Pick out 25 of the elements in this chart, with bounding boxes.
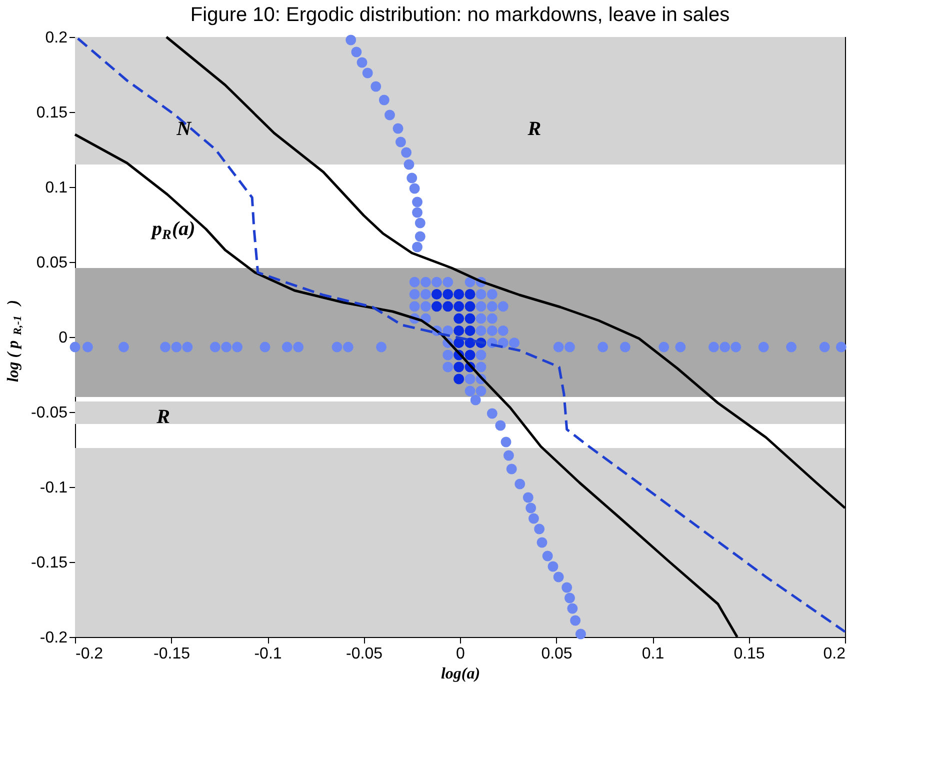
chart-title: Figure 10: Ergodic distribution: no markdowns, leave in sales xyxy=(190,4,730,26)
annotation: R xyxy=(156,406,170,428)
y-tick-label: 0 xyxy=(58,330,68,346)
x-axis-title: log(a) xyxy=(440,666,480,682)
y-tick-label: 0.2 xyxy=(45,30,68,46)
x-tick-label: 0.2 xyxy=(823,646,846,662)
y-tick-label: -0.05 xyxy=(31,404,68,422)
y-tick-label: -0.15 xyxy=(31,554,68,572)
y-tick-label: 0.15 xyxy=(36,104,68,122)
y-tick-label: -0.2 xyxy=(40,630,68,646)
x-tick-label: 0.15 xyxy=(734,646,765,662)
x-tick-label: -0.2 xyxy=(76,646,104,662)
annotation: R xyxy=(526,118,542,140)
line-series xyxy=(74,133,738,638)
annotation: N xyxy=(176,118,193,140)
x-tick-label: -0.1 xyxy=(254,646,282,662)
x-tick-label: -0.15 xyxy=(154,646,190,662)
y-axis-title: log ( pR,-1 ) xyxy=(5,300,24,382)
x-tick-label: -0.05 xyxy=(346,646,383,662)
y-tick-label: 0.05 xyxy=(36,254,68,272)
x-tick-label: 0 xyxy=(456,646,466,662)
x-tick-label: 0.05 xyxy=(541,646,572,662)
y-tick-label: 0.1 xyxy=(45,180,68,196)
y-tick-label: -0.1 xyxy=(40,480,68,496)
x-tick-label: 0.1 xyxy=(642,646,664,662)
